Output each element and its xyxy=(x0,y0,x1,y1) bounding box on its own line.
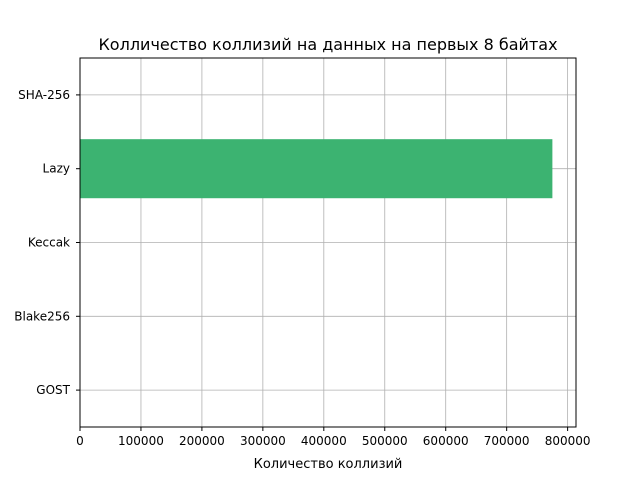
y-tick-label: Blake256 xyxy=(14,309,70,323)
x-axis-ticks: 0 100000 200000 300000 400000 500000 600000 700… xyxy=(76,427,591,448)
chart-title: Колличество коллизий на данных на первых… xyxy=(98,35,557,54)
bars xyxy=(80,139,553,199)
bar-lazy xyxy=(80,139,553,199)
x-tick-label: 700000 xyxy=(484,434,530,448)
y-tick-label: Lazy xyxy=(43,162,70,176)
grid-lines xyxy=(79,58,576,427)
x-tick-label: 100000 xyxy=(118,434,164,448)
x-tick-label: 800000 xyxy=(545,434,591,448)
x-tick-label: 0 xyxy=(76,434,84,448)
x-tick-label: 200000 xyxy=(179,434,225,448)
x-tick-label: 600000 xyxy=(423,434,469,448)
y-axis-ticks: GOST Blake256 Keccak Lazy SHA-256 xyxy=(14,88,80,397)
y-tick-label: GOST xyxy=(36,383,70,397)
x-tick-label: 500000 xyxy=(362,434,408,448)
x-tick-label: 300000 xyxy=(240,434,286,448)
y-tick-label: SHA-256 xyxy=(18,88,70,102)
x-tick-label: 400000 xyxy=(301,434,347,448)
x-axis-label: Количество коллизий xyxy=(254,457,403,472)
y-tick-label: Keccak xyxy=(28,236,70,250)
